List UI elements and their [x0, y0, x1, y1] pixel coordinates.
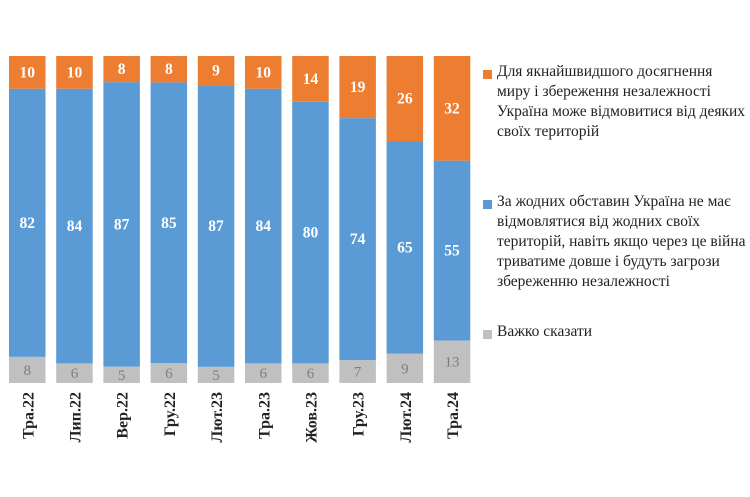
bar-segment-orange	[245, 56, 282, 89]
bar-segment-blue	[292, 101, 329, 364]
data-label-blue: 80	[303, 225, 319, 242]
legend-label-gray: Важко сказати	[497, 323, 593, 340]
bar-segment-orange	[339, 56, 376, 119]
data-label-blue: 85	[161, 215, 177, 232]
bar-segment-gray	[433, 340, 471, 383]
data-label-orange: 10	[67, 64, 83, 81]
data-label-gray: 5	[212, 368, 220, 384]
category-label: Гру.23	[351, 392, 368, 436]
legend-swatch-blue	[483, 200, 492, 209]
category-label: Тра.22	[20, 392, 37, 439]
bar-segment-gray	[386, 353, 424, 383]
data-label-gray: 9	[401, 361, 409, 377]
bar-segment-orange	[9, 56, 46, 89]
data-label-orange: 9	[212, 63, 220, 80]
bar-segment-gray	[9, 356, 46, 383]
legend-swatch-gray	[483, 330, 492, 339]
category-label: Вер.22	[115, 392, 132, 439]
data-label-orange: 26	[397, 91, 413, 108]
bar-segment-gray	[103, 366, 140, 383]
legend-swatch-orange	[483, 70, 492, 79]
bar-segment-orange	[103, 56, 140, 83]
bar-segment-blue	[245, 88, 282, 364]
data-label-orange: 19	[350, 79, 366, 96]
bar-segment-orange	[197, 56, 235, 86]
legend-label-blue: За жодних обставин Україна не має відмов…	[497, 193, 746, 290]
bar-segment-blue	[9, 88, 46, 357]
bar-segment-blue	[197, 85, 235, 367]
category-label: Жов.23	[303, 392, 320, 443]
data-label-gray: 8	[24, 363, 32, 379]
category-label: Тра.23	[256, 392, 273, 439]
bar-segment-blue	[386, 141, 424, 354]
data-label-gray: 5	[118, 368, 126, 384]
category-label: Лют.24	[398, 392, 415, 443]
data-label-gray: 6	[71, 366, 79, 382]
data-label-orange: 32	[444, 100, 460, 117]
data-label-orange: 8	[165, 61, 173, 78]
bar-segment-gray	[339, 360, 376, 383]
bar-segment-blue	[56, 88, 93, 364]
data-label-blue: 87	[114, 216, 130, 233]
bar-segment-blue	[339, 118, 376, 361]
legend-label-orange: Для якнайшвидшого досягнення миру і збер…	[497, 63, 746, 140]
data-label-blue: 55	[444, 243, 460, 260]
data-label-orange: 14	[303, 71, 319, 88]
bar-segment-orange	[292, 56, 329, 102]
data-label-blue: 87	[208, 218, 224, 235]
data-label-gray: 13	[445, 355, 460, 371]
data-label-gray: 7	[354, 365, 362, 381]
category-label: Гру.22	[162, 392, 179, 436]
bar-segment-orange	[433, 56, 471, 161]
bar-segment-orange	[56, 56, 93, 89]
bar-segment-blue	[433, 160, 471, 341]
data-label-gray: 6	[260, 366, 268, 382]
data-label-gray: 6	[165, 366, 173, 382]
bar-segment-gray	[197, 366, 235, 383]
data-label-blue: 84	[67, 218, 83, 235]
category-label: Лип.22	[67, 392, 84, 442]
bar-segment-blue	[103, 82, 140, 367]
data-label-blue: 82	[20, 215, 36, 232]
category-label: Лют.23	[209, 392, 226, 443]
bars-group: 8821068410587868585879684106801477419965…	[9, 56, 471, 384]
bar-segment-blue	[150, 82, 188, 364]
bar-segment-orange	[150, 56, 188, 83]
bar-segment-gray	[292, 363, 329, 383]
data-label-gray: 6	[307, 366, 315, 382]
bar-segment-orange	[386, 56, 424, 142]
bar-segment-gray	[56, 363, 93, 383]
data-label-orange: 10	[20, 64, 36, 81]
data-label-blue: 84	[256, 218, 272, 235]
data-label-orange: 8	[118, 61, 126, 78]
category-labels: Тра.22 Лип.22 Вер.22 Гру.22 Лют.23 Тра.23 Жов.…	[20, 392, 462, 443]
data-label-orange: 10	[256, 64, 272, 81]
data-label-blue: 65	[397, 239, 413, 256]
bar-segment-gray	[150, 363, 188, 383]
bar-segment-gray	[245, 363, 282, 383]
category-label: Тра.24	[445, 392, 462, 439]
data-label-blue: 74	[350, 231, 366, 248]
